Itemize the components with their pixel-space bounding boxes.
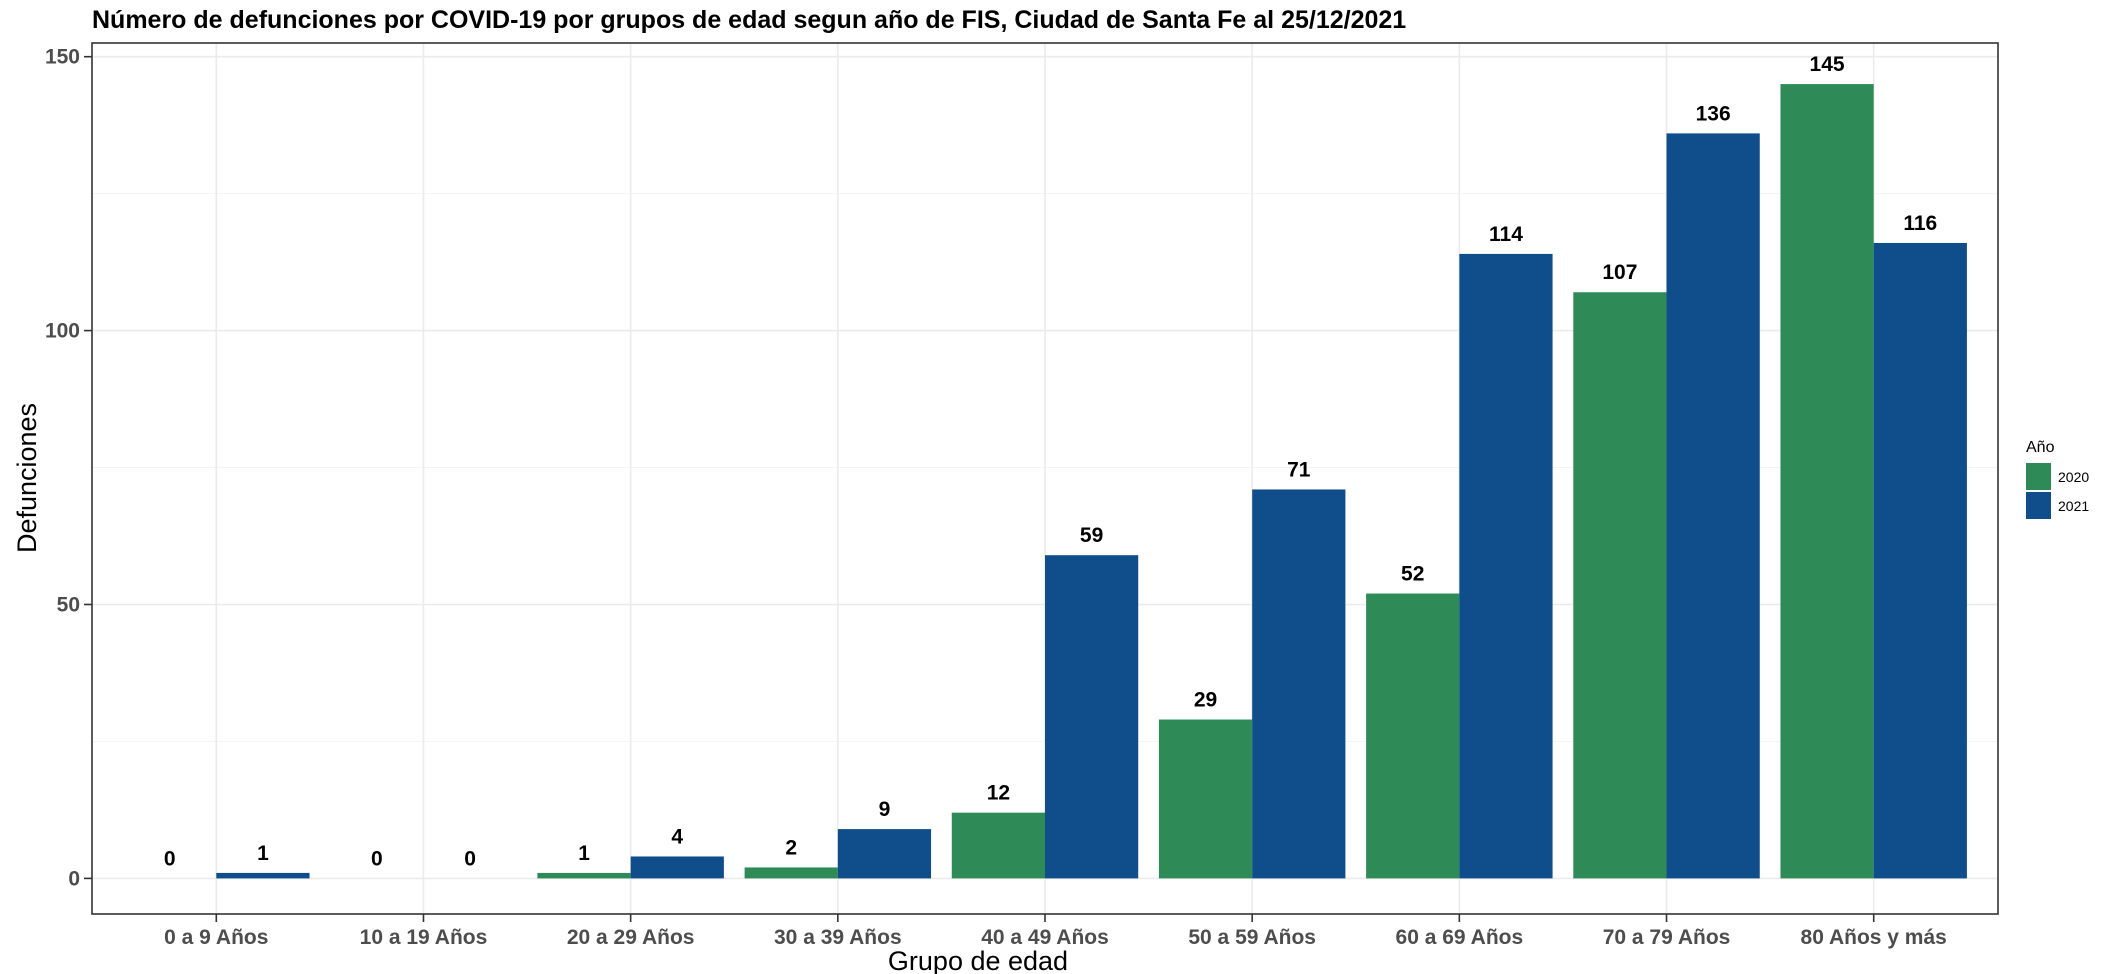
bar-2020-5 xyxy=(951,812,1045,879)
y-axis: 0 50 100 150 xyxy=(45,46,92,890)
x-tick-label: 40 a 49 Años xyxy=(981,926,1109,949)
bars xyxy=(216,84,1967,879)
x-tick-label: 60 a 69 Años xyxy=(1396,926,1524,949)
x-tick-label: 80 Años y más xyxy=(1801,926,1947,949)
legend-label-2021: 2021 xyxy=(2058,498,2089,514)
bar-2021-3 xyxy=(630,856,724,879)
bar-value-label: 29 xyxy=(1194,689,1217,712)
bar-2020-9 xyxy=(1780,84,1874,879)
x-axis: 0 a 9 Años 10 a 19 Años 20 a 29 Años 30 a 3… xyxy=(164,914,1947,949)
y-axis-title: Defunciones xyxy=(12,403,42,553)
bar-2021-1 xyxy=(216,872,310,879)
legend: Año 2020 2021 xyxy=(2026,439,2089,519)
x-tick-label: 50 a 59 Años xyxy=(1188,926,1316,949)
bar-2021-9 xyxy=(1873,242,1967,879)
bar-value-label: 0 xyxy=(464,847,476,870)
bar-value-label: 136 xyxy=(1696,102,1731,125)
chart-title: Número de defunciones por COVID-19 por g… xyxy=(92,6,1406,34)
bar-2020-4 xyxy=(744,867,838,879)
bar-value-label: 71 xyxy=(1287,458,1311,481)
bar-value-label: 0 xyxy=(371,847,383,870)
y-tick-label: 100 xyxy=(45,320,80,343)
x-axis-title: Grupo de edad xyxy=(888,946,1068,974)
bar-value-label: 2 xyxy=(785,836,797,859)
x-tick-label: 20 a 29 Años xyxy=(567,926,695,949)
x-tick-label: 10 a 19 Años xyxy=(360,926,488,949)
legend-label-2020: 2020 xyxy=(2058,469,2089,485)
bar-value-label: 59 xyxy=(1080,524,1103,547)
bar-2021-4 xyxy=(837,829,932,879)
bar-value-label: 145 xyxy=(1810,53,1845,76)
bar-value-label: 4 xyxy=(671,825,683,848)
y-tick-label: 0 xyxy=(68,867,80,890)
bar-2020-3 xyxy=(537,872,631,879)
bar-2021-5 xyxy=(1045,555,1139,879)
bar-value-label: 1 xyxy=(257,842,269,865)
bar-value-label: 114 xyxy=(1489,223,1523,246)
bar-value-label: 116 xyxy=(1903,212,1937,235)
bar-value-label: 107 xyxy=(1602,261,1637,284)
x-tick-label: 70 a 79 Años xyxy=(1603,926,1731,949)
y-tick-label: 50 xyxy=(57,593,80,616)
legend-title: Año xyxy=(2026,439,2055,456)
bar-value-label: 1 xyxy=(578,842,590,865)
bar-2021-8 xyxy=(1666,133,1760,879)
bar-2021-7 xyxy=(1459,253,1553,879)
bar-value-label: 9 xyxy=(879,798,891,821)
bar-2020-8 xyxy=(1573,292,1667,879)
bar-2020-6 xyxy=(1158,719,1253,879)
bar-value-label: 12 xyxy=(987,782,1010,805)
x-tick-label: 0 a 9 Años xyxy=(164,926,268,949)
bar-value-label: 0 xyxy=(164,847,176,870)
bar-2021-6 xyxy=(1252,489,1346,879)
legend-swatch-2021 xyxy=(2026,492,2051,519)
bar-value-label: 52 xyxy=(1401,563,1424,586)
y-tick-label: 150 xyxy=(45,46,80,69)
legend-swatch-2020 xyxy=(2026,463,2051,490)
bar-2020-7 xyxy=(1366,593,1460,879)
x-tick-label: 30 a 39 Años xyxy=(774,926,902,949)
